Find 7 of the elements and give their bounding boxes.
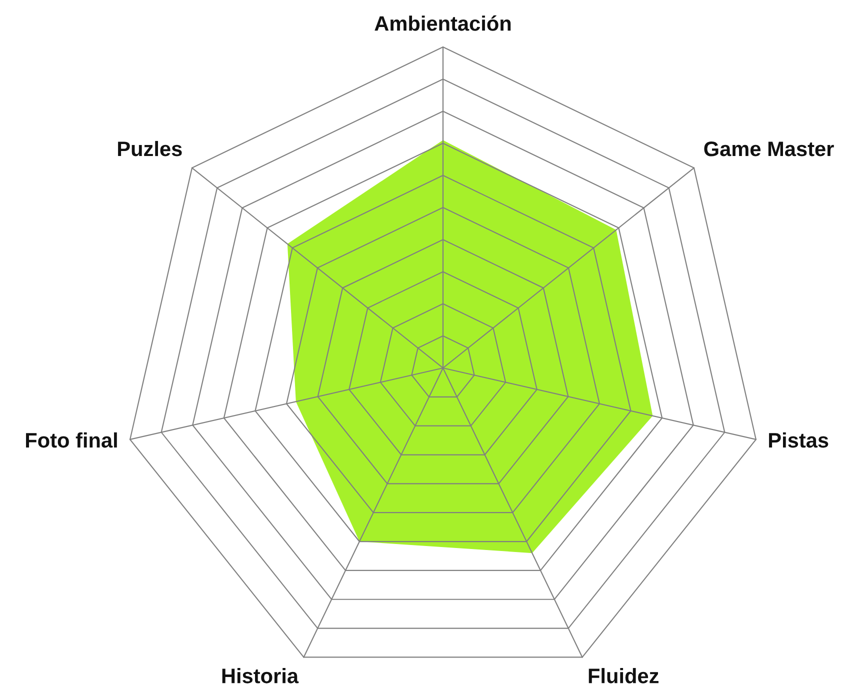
spoke-label: Pistas bbox=[769, 432, 828, 448]
spoke-label: Game Master bbox=[704, 142, 834, 156]
spoke-label: Ambientación bbox=[374, 15, 511, 31]
spoke-label: Historia bbox=[222, 668, 299, 684]
spoke-label: Puzles bbox=[118, 140, 182, 156]
spoke-label: Foto final bbox=[26, 432, 117, 448]
spoke-label: Fluidez bbox=[588, 668, 658, 684]
